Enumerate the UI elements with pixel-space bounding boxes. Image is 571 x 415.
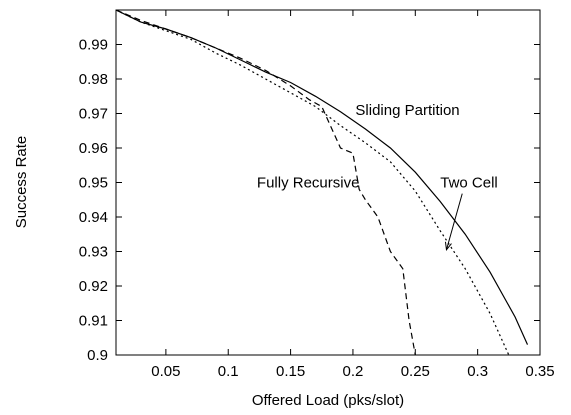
y-tick-label: 0.9	[87, 347, 108, 364]
y-tick-label: 0.92	[79, 278, 108, 295]
annotation-fully-recursive: Fully Recursive	[257, 175, 360, 192]
annotations-layer: Sliding Partition Fully Recursive Two Cell	[257, 102, 498, 252]
y-axis-ticks: 0.9 0.91 0.92 0.93 0.94 0.95 0.96 0.97 0.98 0.99	[79, 37, 540, 364]
series-line-fully-recursive	[115, 9, 416, 356]
x-tick-label: 0.35	[525, 363, 554, 380]
annotation-two-cell: Two Cell	[440, 175, 498, 192]
y-tick-label: 0.97	[79, 106, 108, 123]
x-tick-label: 0.3	[467, 363, 488, 380]
x-axis-ticks: 0.05 0.1 0.15 0.2 0.25 0.3 0.35	[151, 10, 555, 380]
y-tick-label: 0.91	[79, 313, 108, 330]
x-tick-label: 0.2	[343, 363, 364, 380]
x-tick-label: 0.25	[401, 363, 430, 380]
y-axis-title: Success Rate	[13, 136, 30, 229]
y-tick-label: 0.94	[79, 209, 108, 226]
x-tick-label: 0.1	[218, 363, 239, 380]
x-tick-label: 0.05	[151, 363, 180, 380]
annotation-sliding-partition: Sliding Partition	[355, 102, 459, 119]
x-axis-title: Offered Load (pks/slot)	[252, 392, 404, 409]
y-tick-label: 0.96	[79, 140, 108, 157]
y-tick-label: 0.98	[79, 71, 108, 88]
annotation-arrow-head	[444, 241, 452, 252]
y-tick-label: 0.93	[79, 244, 108, 261]
annotation-arrow-line	[445, 193, 463, 250]
x-tick-label: 0.15	[276, 363, 305, 380]
y-tick-label: 0.95	[79, 175, 108, 192]
y-tick-label: 0.99	[79, 37, 108, 54]
